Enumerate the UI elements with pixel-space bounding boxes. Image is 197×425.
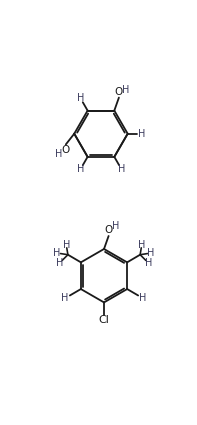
Text: H: H <box>138 240 146 249</box>
Text: H: H <box>112 221 119 231</box>
Text: H: H <box>53 248 61 258</box>
Text: H: H <box>77 93 84 103</box>
Text: O: O <box>62 145 70 155</box>
Text: H: H <box>122 85 129 95</box>
Text: H: H <box>147 248 155 258</box>
Text: O: O <box>104 225 112 235</box>
Text: H: H <box>62 240 70 249</box>
Text: H: H <box>61 293 69 303</box>
Text: H: H <box>55 149 62 159</box>
Text: H: H <box>139 293 147 303</box>
Text: O: O <box>114 87 122 97</box>
Text: H: H <box>138 129 146 139</box>
Text: H: H <box>145 258 152 268</box>
Text: Cl: Cl <box>98 315 110 326</box>
Text: H: H <box>56 258 63 268</box>
Text: H: H <box>118 164 125 174</box>
Text: H: H <box>77 164 84 174</box>
